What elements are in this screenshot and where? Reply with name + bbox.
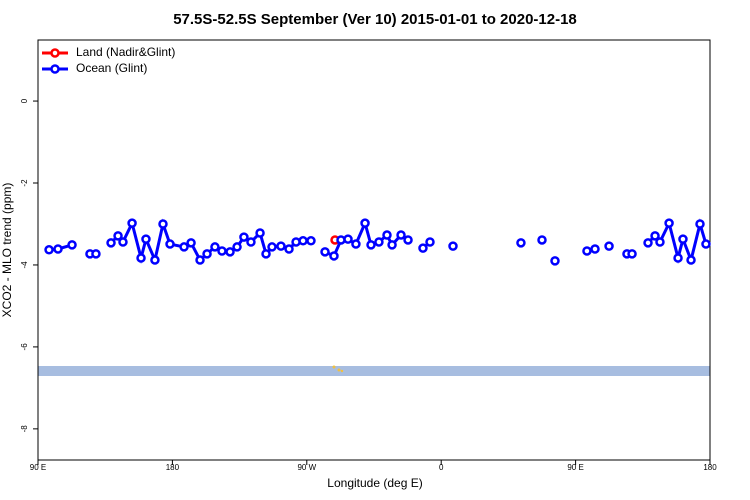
point [695,219,705,229]
legend-label: Land (Nadir&Glint) [76,45,175,59]
point [232,242,242,252]
point [136,253,146,263]
point [360,218,370,228]
point [604,241,614,251]
y-tick-label: -4 [20,261,29,269]
map-dot [340,369,344,373]
point [516,238,526,248]
point [627,249,637,259]
point [165,239,175,249]
point [225,247,235,257]
point [127,218,137,228]
point [217,246,227,256]
chart-title: 57.5S-52.5S September (Ver 10) 2015-01-0… [173,11,577,28]
y-tick-label: -8 [20,425,29,433]
legend-label: Ocean (Glint) [76,61,147,75]
x-tick-label: 90 E [567,463,583,472]
point [329,251,339,261]
point [650,231,660,241]
point [106,238,116,248]
map-dot [332,365,336,369]
point [239,232,249,242]
point [246,237,256,247]
map-dot [337,368,341,372]
point [276,241,286,251]
point [686,255,696,265]
point [91,249,101,259]
x-tick-label: 180 [703,463,717,472]
point [403,235,413,245]
point [306,236,316,246]
point [590,244,600,254]
y-tick-label: -6 [20,343,29,351]
point [678,234,688,244]
point [343,234,353,244]
point [67,240,77,250]
y-axis-label: XCO2 - MLO trend (ppm) [0,183,14,318]
x-tick-label: 90 E [30,463,46,472]
point [255,228,265,238]
point [202,249,212,259]
plot-frame [37,39,711,461]
point [44,245,54,255]
point [655,237,665,247]
point [53,244,63,254]
point [387,240,397,250]
point [186,238,196,248]
point [351,239,361,249]
point [261,249,271,259]
x-axis-label: Longitude (deg E) [327,476,422,490]
point [284,244,294,254]
point [701,239,711,249]
point [113,231,123,241]
point [158,219,168,229]
point [150,255,160,265]
point [537,235,547,245]
y-tick-label: -2 [20,179,29,187]
point [448,241,458,251]
point [374,237,384,247]
point [366,240,376,250]
point [267,242,277,252]
point [320,247,330,257]
y-tick-label: 0 [20,98,29,103]
map-strip [38,366,710,376]
point [141,234,151,244]
point [210,242,220,252]
legend-marker [50,64,60,74]
point [396,230,406,240]
point [195,255,205,265]
point [664,218,674,228]
legend-marker [50,48,60,58]
x-tick-label: 180 [166,463,180,472]
point [582,246,592,256]
point [382,230,392,240]
point [673,253,683,263]
point [118,237,128,247]
point [418,243,428,253]
point [425,237,435,247]
point [179,242,189,252]
x-tick-label: 0 [439,463,444,472]
x-tick-label: 90 W [297,463,316,472]
point [550,256,560,266]
point [643,238,653,248]
point [298,236,308,246]
